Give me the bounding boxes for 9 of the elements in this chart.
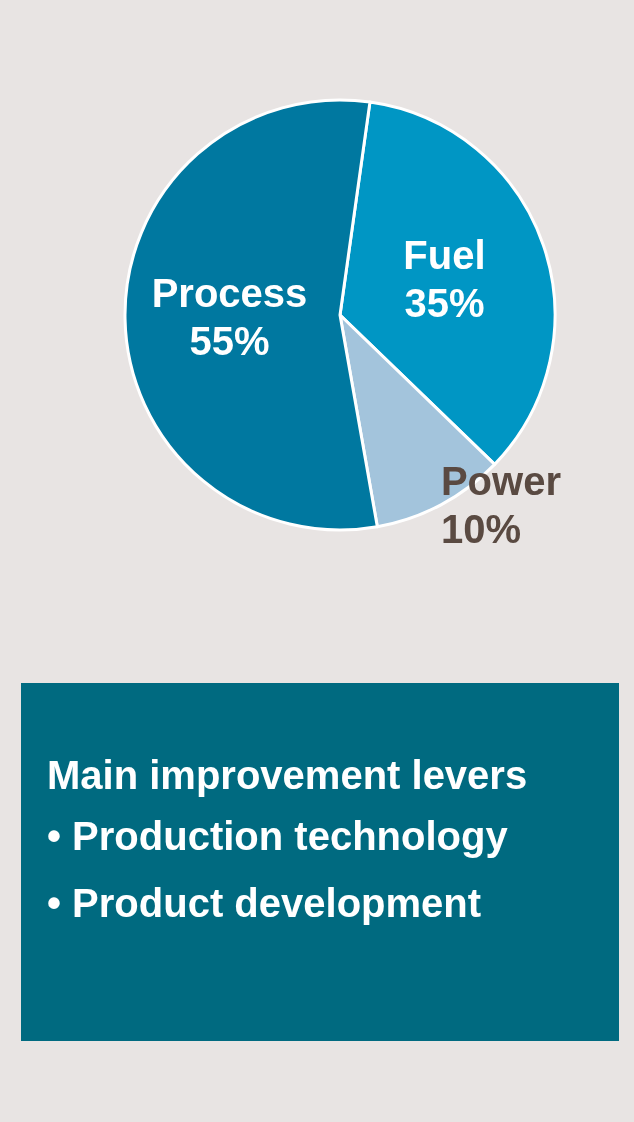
- data-label: 55%: [189, 318, 270, 363]
- text: • Product development: [47, 881, 483, 926]
- text: • Production technology: [47, 814, 509, 859]
- data-label: 35%: [404, 281, 485, 326]
- text: Main improvement levers: [47, 753, 529, 798]
- slice-label: Power: [440, 458, 561, 503]
- data-label: 10%: [440, 506, 521, 551]
- slice-label: Fuel: [403, 233, 486, 278]
- slice-label: Process: [151, 270, 308, 315]
